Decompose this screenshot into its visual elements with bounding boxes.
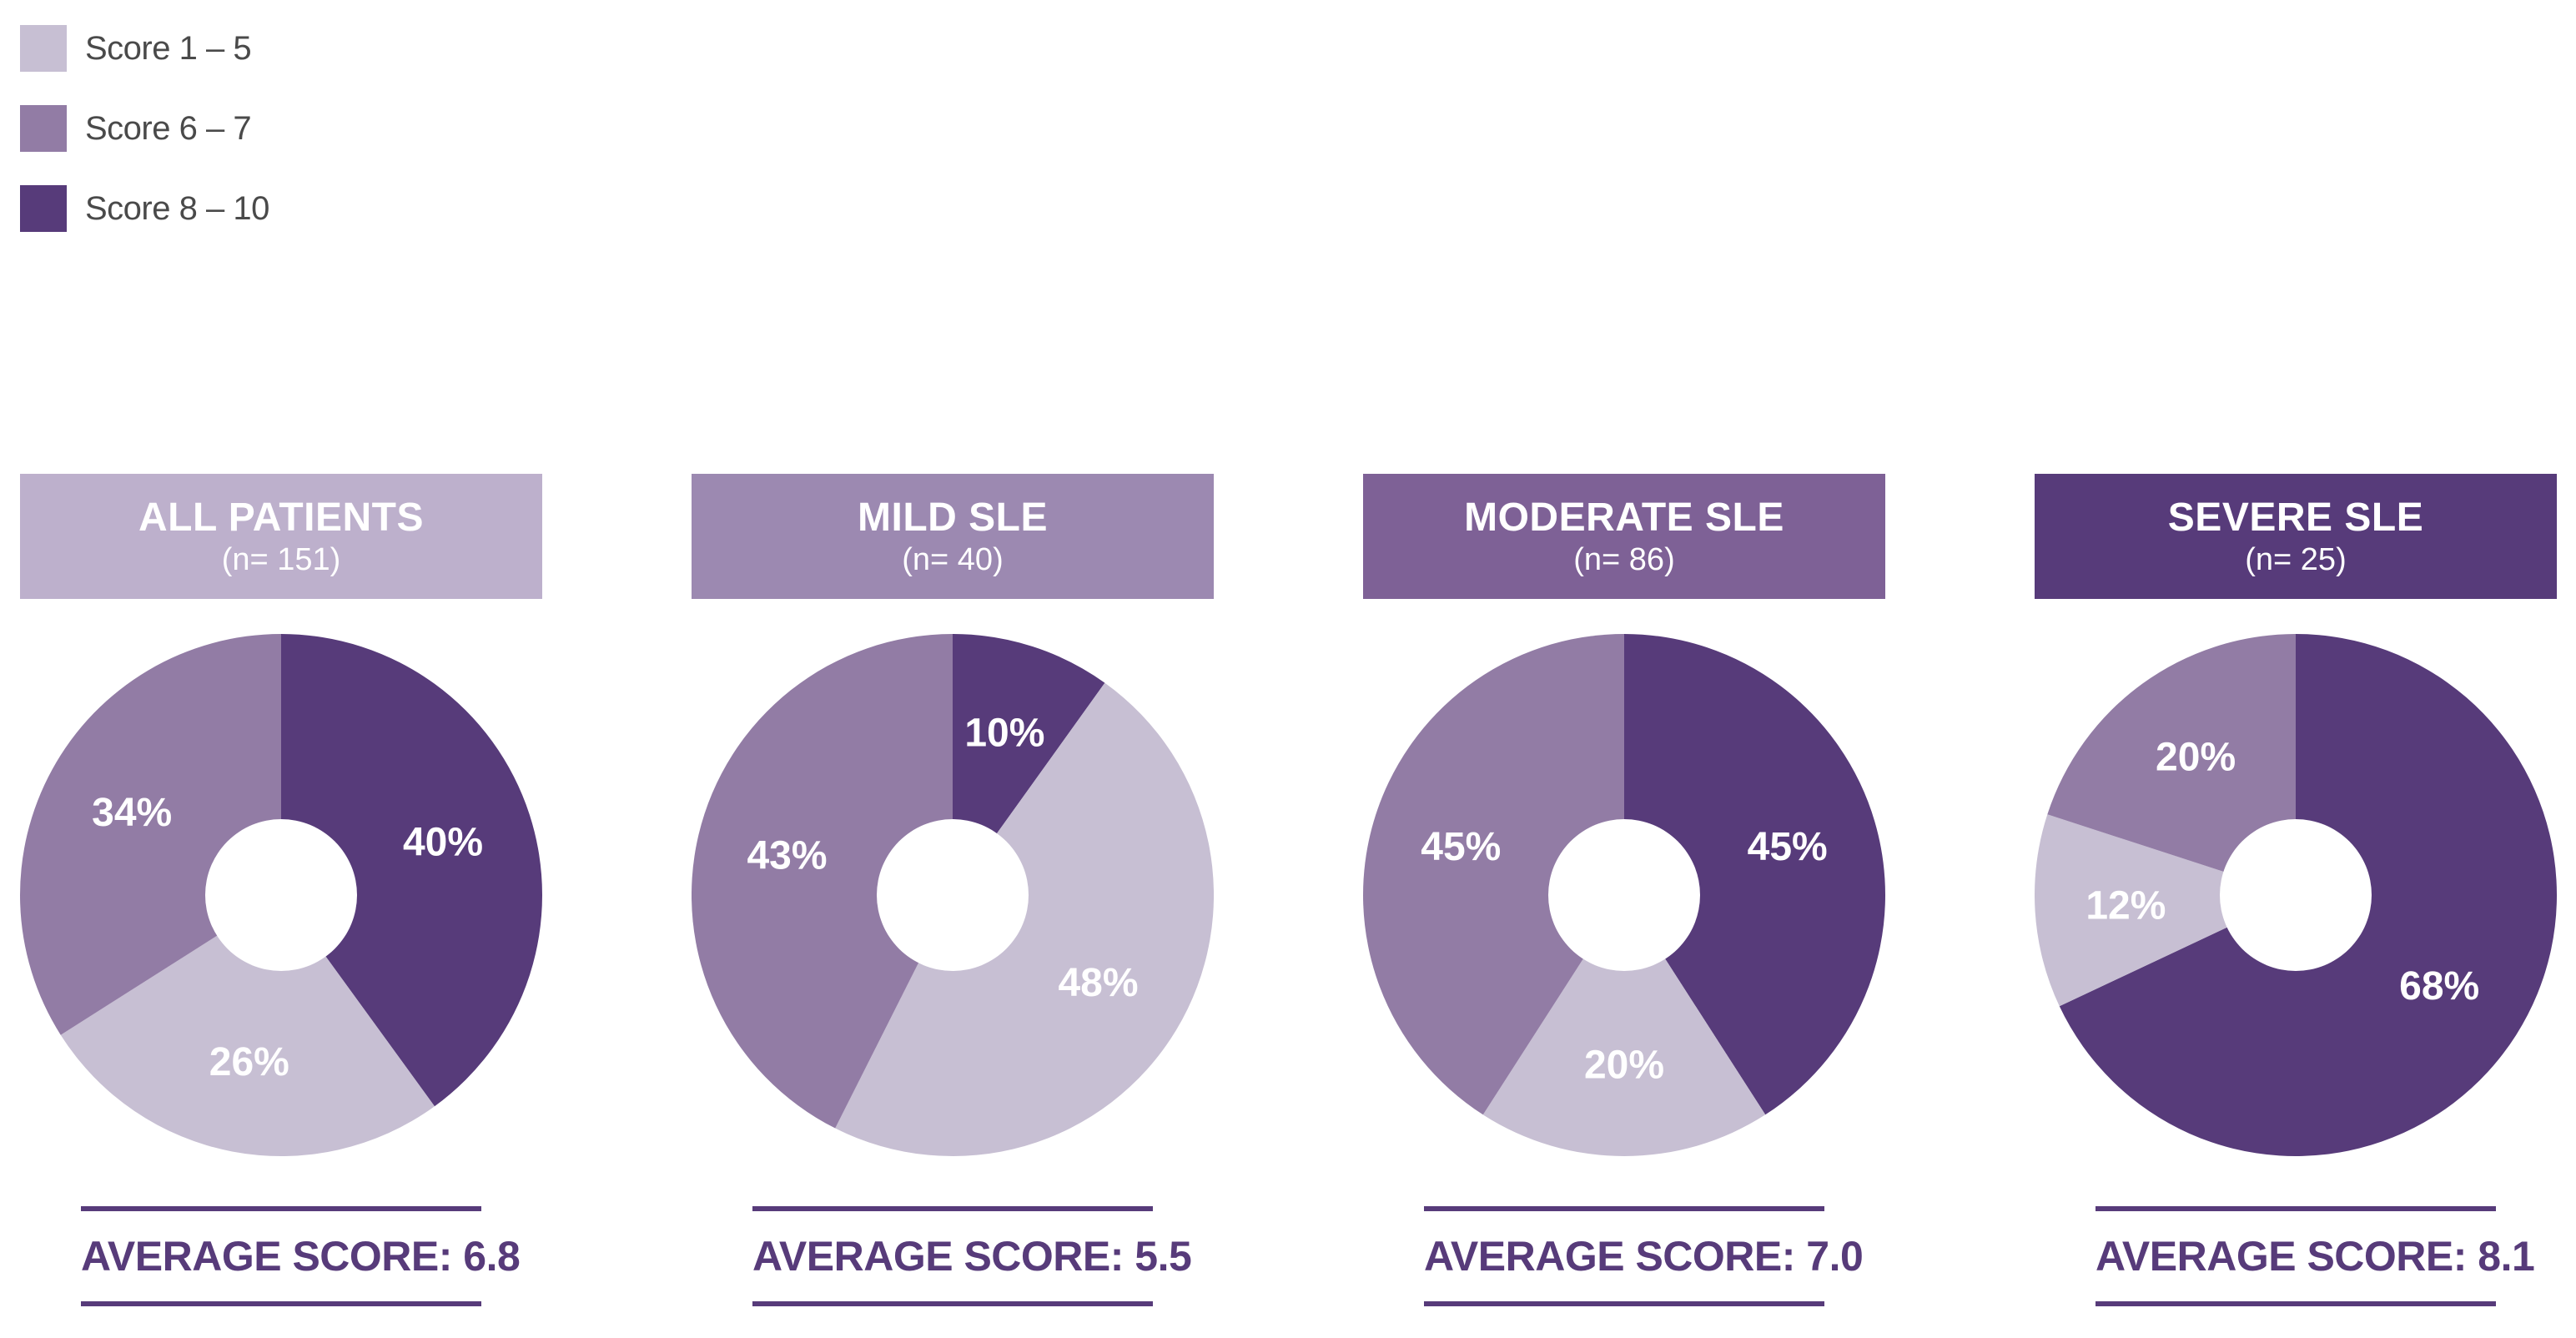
legend-swatch [20, 185, 67, 232]
pie-slice [1624, 634, 1885, 1115]
data-label: 45% [1421, 825, 1501, 869]
data-label: 26% [209, 1040, 289, 1084]
panel-all-patients: ALL PATIENTS (n= 151) 40% 26% 34% AVERAGE … [20, 474, 542, 1306]
donut-hole [205, 819, 357, 971]
pie-chart: 40% 26% 34% [20, 632, 542, 1158]
pie-chart: 45% 20% 45% [1363, 632, 1885, 1158]
average-score: AVERAGE SCORE: 8.1 [2096, 1233, 2535, 1280]
average-score-box: AVERAGE SCORE: 8.1 [2096, 1206, 2535, 1306]
legend-label: Score 6 – 7 [85, 109, 252, 147]
average-score-box: AVERAGE SCORE: 5.5 [752, 1206, 1192, 1306]
data-label: 40% [403, 821, 483, 865]
legend: Score 1 – 5 Score 6 – 7 Score 8 – 10 [20, 25, 269, 265]
data-label: 12% [2085, 883, 2166, 928]
pie-slice [1363, 634, 1624, 1115]
data-label: 10% [964, 711, 1044, 755]
panel-sample-size: (n= 86) [1573, 542, 1675, 577]
panel-header: MILD SLE (n= 40) [692, 474, 1214, 599]
average-score: AVERAGE SCORE: 5.5 [752, 1233, 1192, 1280]
panel-sample-size: (n= 40) [902, 542, 1004, 577]
data-label: 34% [92, 791, 172, 835]
panel-mild-sle: MILD SLE (n= 40) 10% 48% 43% AVERAGE SCORE… [692, 474, 1214, 1306]
donut-hole [2220, 819, 2372, 971]
panel-sample-size: (n= 25) [2245, 542, 2347, 577]
pie-slice [692, 634, 953, 1129]
data-label: 20% [2156, 736, 2236, 780]
legend-item: Score 6 – 7 [20, 105, 269, 152]
donut-hole [1548, 819, 1700, 971]
pie-slice [2035, 814, 2296, 1007]
data-label: 20% [1584, 1044, 1664, 1088]
pie-slice [1482, 895, 1766, 1156]
panel-moderate-sle: MODERATE SLE (n= 86) 45% 20% 45% AVERAGE S… [1363, 474, 1885, 1306]
pie-slice [60, 895, 435, 1156]
pie-slice [281, 634, 542, 1107]
panel-title: ALL PATIENTS [138, 495, 424, 540]
average-score-box: AVERAGE SCORE: 6.8 [81, 1206, 521, 1306]
panel-sample-size: (n= 151) [221, 542, 341, 577]
legend-item: Score 8 – 10 [20, 185, 269, 232]
legend-label: Score 1 – 5 [85, 29, 252, 67]
panel-title: MILD SLE [858, 495, 1048, 540]
data-label: 68% [2399, 964, 2479, 1009]
legend-label: Score 8 – 10 [85, 189, 269, 227]
average-score: AVERAGE SCORE: 7.0 [1424, 1233, 1864, 1280]
legend-swatch [20, 105, 67, 152]
pie-slice [20, 634, 282, 1035]
pie-slice [2047, 634, 2296, 895]
panel-header: SEVERE SLE (n= 25) [2035, 474, 2557, 599]
panel-severe-sle: SEVERE SLE (n= 25) 68% 12% 20% AVERAGE SCO… [2035, 474, 2557, 1306]
average-score-box: AVERAGE SCORE: 7.0 [1424, 1206, 1864, 1306]
panel-title: MODERATE SLE [1464, 495, 1784, 540]
data-label: 48% [1058, 961, 1138, 1005]
data-label: 43% [747, 833, 827, 878]
pie-chart: 68% 12% 20% [2035, 632, 2557, 1158]
panel-header: MODERATE SLE (n= 86) [1363, 474, 1885, 599]
legend-item: Score 1 – 5 [20, 25, 269, 72]
panel-title: SEVERE SLE [2167, 495, 2424, 540]
panel-header: ALL PATIENTS (n= 151) [20, 474, 542, 599]
donut-hole [877, 819, 1029, 971]
pie-chart: 10% 48% 43% [692, 632, 1214, 1158]
data-label: 45% [1748, 825, 1828, 869]
average-score: AVERAGE SCORE: 6.8 [81, 1233, 521, 1280]
legend-swatch [20, 25, 67, 72]
